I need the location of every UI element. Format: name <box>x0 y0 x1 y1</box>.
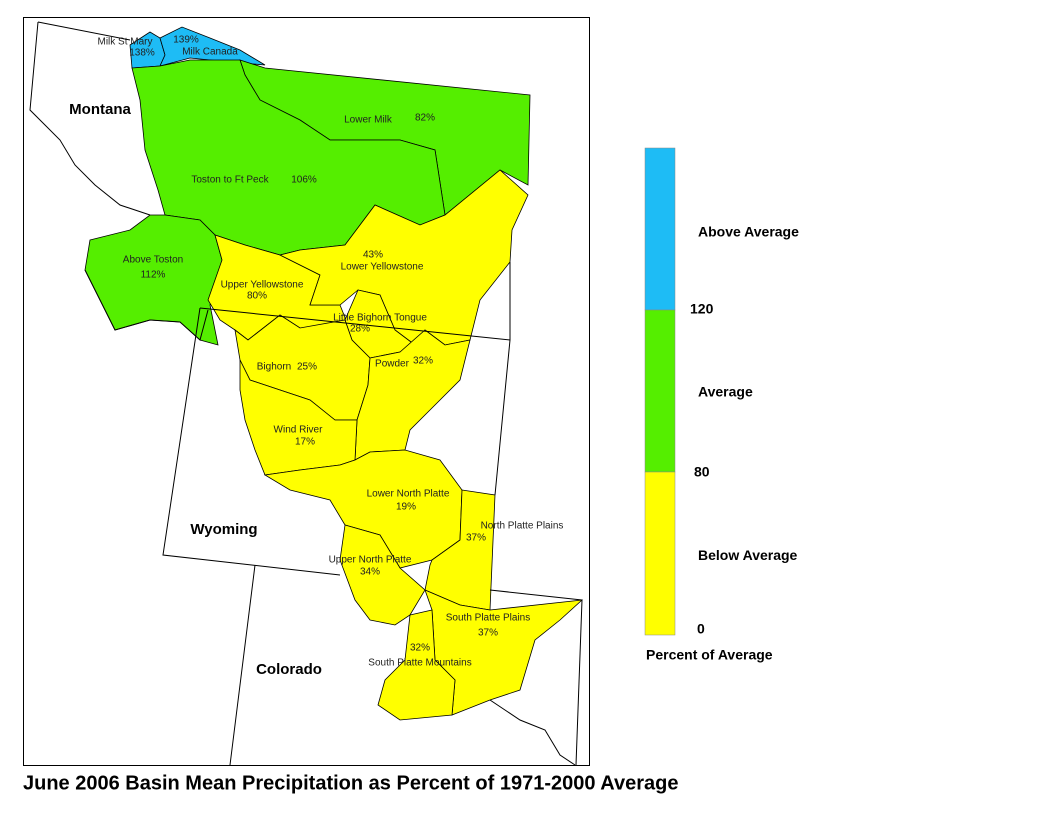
border <box>489 589 583 601</box>
basin-value: 139% <box>173 35 199 46</box>
border <box>229 564 256 766</box>
basin-name: Above Toston <box>123 255 183 266</box>
basin-value: 32% <box>413 356 433 367</box>
border <box>489 699 576 766</box>
border <box>37 21 131 41</box>
state-label: Montana <box>69 101 131 118</box>
legend-break-label: 120 <box>690 301 714 317</box>
basin <box>339 524 426 626</box>
basin-value: 43% <box>363 250 383 261</box>
basin-name: Upper North Platte <box>329 555 412 566</box>
basin-value: 25% <box>297 362 317 373</box>
legend-swatch <box>644 309 676 473</box>
legend-swatch <box>644 147 676 311</box>
basin-value: 17% <box>295 437 315 448</box>
legend-class-label: Above Average <box>698 224 799 240</box>
border <box>494 262 511 496</box>
basin-value: 37% <box>478 628 498 639</box>
basin-value: 32% <box>410 643 430 654</box>
basin-name: Lower Yellowstone <box>341 262 424 273</box>
basin-value: 80% <box>247 291 267 302</box>
basin-value: 28% <box>350 324 370 335</box>
basin-value: 106% <box>291 175 317 186</box>
basin-name: Wind River <box>274 425 324 436</box>
basin <box>377 609 456 721</box>
legend: Above Average Average Below Average 120 80 0 P… <box>644 147 799 663</box>
legend-title: Percent of Average <box>646 647 773 663</box>
legend-class-label: Below Average <box>698 547 798 563</box>
state-label: Wyoming <box>190 521 257 538</box>
basin-name: South Platte Plains <box>446 613 531 624</box>
basin-value: 34% <box>360 567 380 578</box>
basin-name: Lower Milk <box>344 115 393 126</box>
title: June 2006 Basin Mean Precipitation as Pe… <box>23 772 679 794</box>
basin-name: Milk St Mary <box>98 37 153 48</box>
legend-break-label: 0 <box>697 621 705 637</box>
border <box>29 21 151 216</box>
basin-value: 138% <box>129 48 155 59</box>
basin-name: South Platte Mountains <box>368 658 471 669</box>
border <box>162 307 341 576</box>
basin-name: North Platte Plains <box>481 521 564 532</box>
legend-swatch <box>644 471 676 636</box>
border <box>199 307 511 341</box>
basin-name: Powder <box>375 359 410 370</box>
basin-name: Little Bighorn Tongue <box>333 313 427 324</box>
basin-value: 82% <box>415 113 435 124</box>
basin <box>278 169 529 346</box>
border <box>575 599 583 766</box>
basin-name: Upper Yellowstone <box>221 280 304 291</box>
legend-class-label: Average <box>698 384 753 400</box>
basin-value: 19% <box>396 502 416 513</box>
basin-name: Toston to Ft Peck <box>191 175 269 186</box>
border <box>84 269 209 341</box>
legend-break-label: 80 <box>694 464 710 480</box>
state-label: Colorado <box>256 661 322 678</box>
basin-value: 37% <box>466 533 486 544</box>
basin-name: Milk Canada <box>182 47 238 58</box>
basin-name: Bighorn <box>257 362 291 373</box>
state-borders <box>29 21 583 766</box>
basin-name: Lower North Platte <box>367 489 450 500</box>
basin-value: 112% <box>141 270 166 281</box>
